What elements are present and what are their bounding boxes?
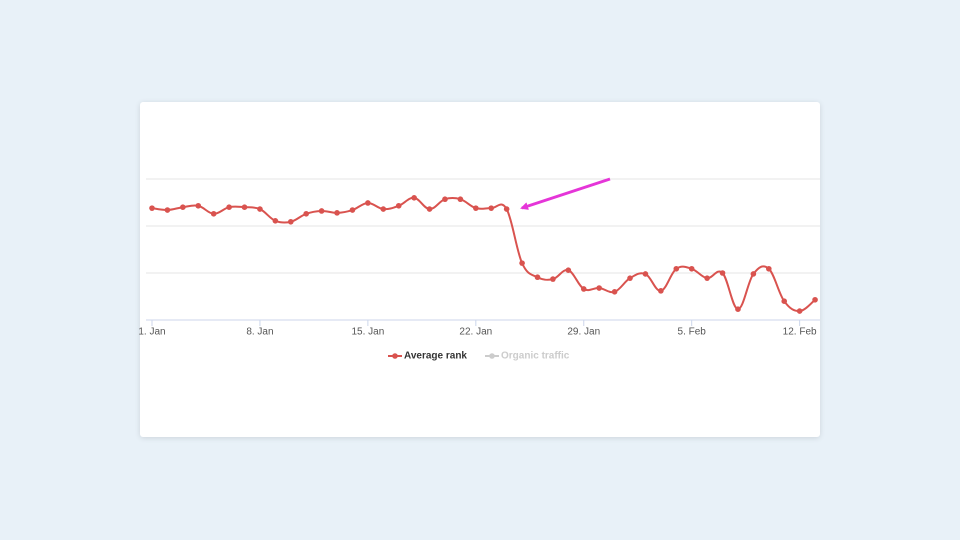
data-point [380,206,387,212]
x-tick-label: 29. Jan [567,327,600,338]
data-point [272,218,279,224]
data-point [611,289,618,295]
x-tick-label: 15. Jan [351,327,384,338]
x-tick-label: 8. Jan [246,327,273,338]
data-point [658,288,664,294]
data-point [750,271,757,277]
data-point [473,205,479,211]
data-point [735,306,741,312]
legend-marker [392,353,398,359]
data-point [673,265,680,272]
data-point [349,207,356,213]
data-point [334,210,340,216]
data-point [226,204,232,210]
data-point [627,275,633,281]
data-point [766,265,772,272]
data-point [642,271,649,277]
annotation-arrow [520,177,611,210]
data-point [318,208,325,214]
x-tick-label: 22. Jan [459,327,492,338]
data-point [303,210,310,217]
x-tick-label: 1. Jan [138,327,165,338]
data-point [704,275,710,281]
data-point [688,265,695,272]
chart-card [140,102,820,437]
data-point [596,285,602,291]
data-point [796,308,803,314]
x-tick-label: 12. Feb [783,327,817,338]
data-point [550,276,556,282]
data-point [426,206,433,212]
legend-marker [489,353,495,359]
data-point [180,204,186,210]
data-point [580,286,587,292]
legend-label[interactable]: Average rank [404,351,467,362]
x-tick-label: 5. Feb [678,327,707,338]
data-point [503,206,510,212]
data-point [719,270,726,276]
data-point [411,195,417,201]
data-point [519,260,525,266]
data-point [195,202,202,209]
data-point [812,296,818,303]
data-point [565,267,572,273]
data-point [365,200,371,206]
data-point [210,210,217,217]
data-point [149,205,155,211]
data-point [781,298,788,305]
data-point [287,218,294,225]
data-point [395,202,402,209]
legend-label[interactable]: Organic traffic [501,351,570,362]
data-point [457,196,464,203]
data-point [164,207,171,213]
data-point [534,274,541,281]
data-point [257,206,263,212]
data-point [488,205,495,211]
data-point [442,196,448,203]
series-line [151,196,816,313]
data-point [241,204,248,210]
